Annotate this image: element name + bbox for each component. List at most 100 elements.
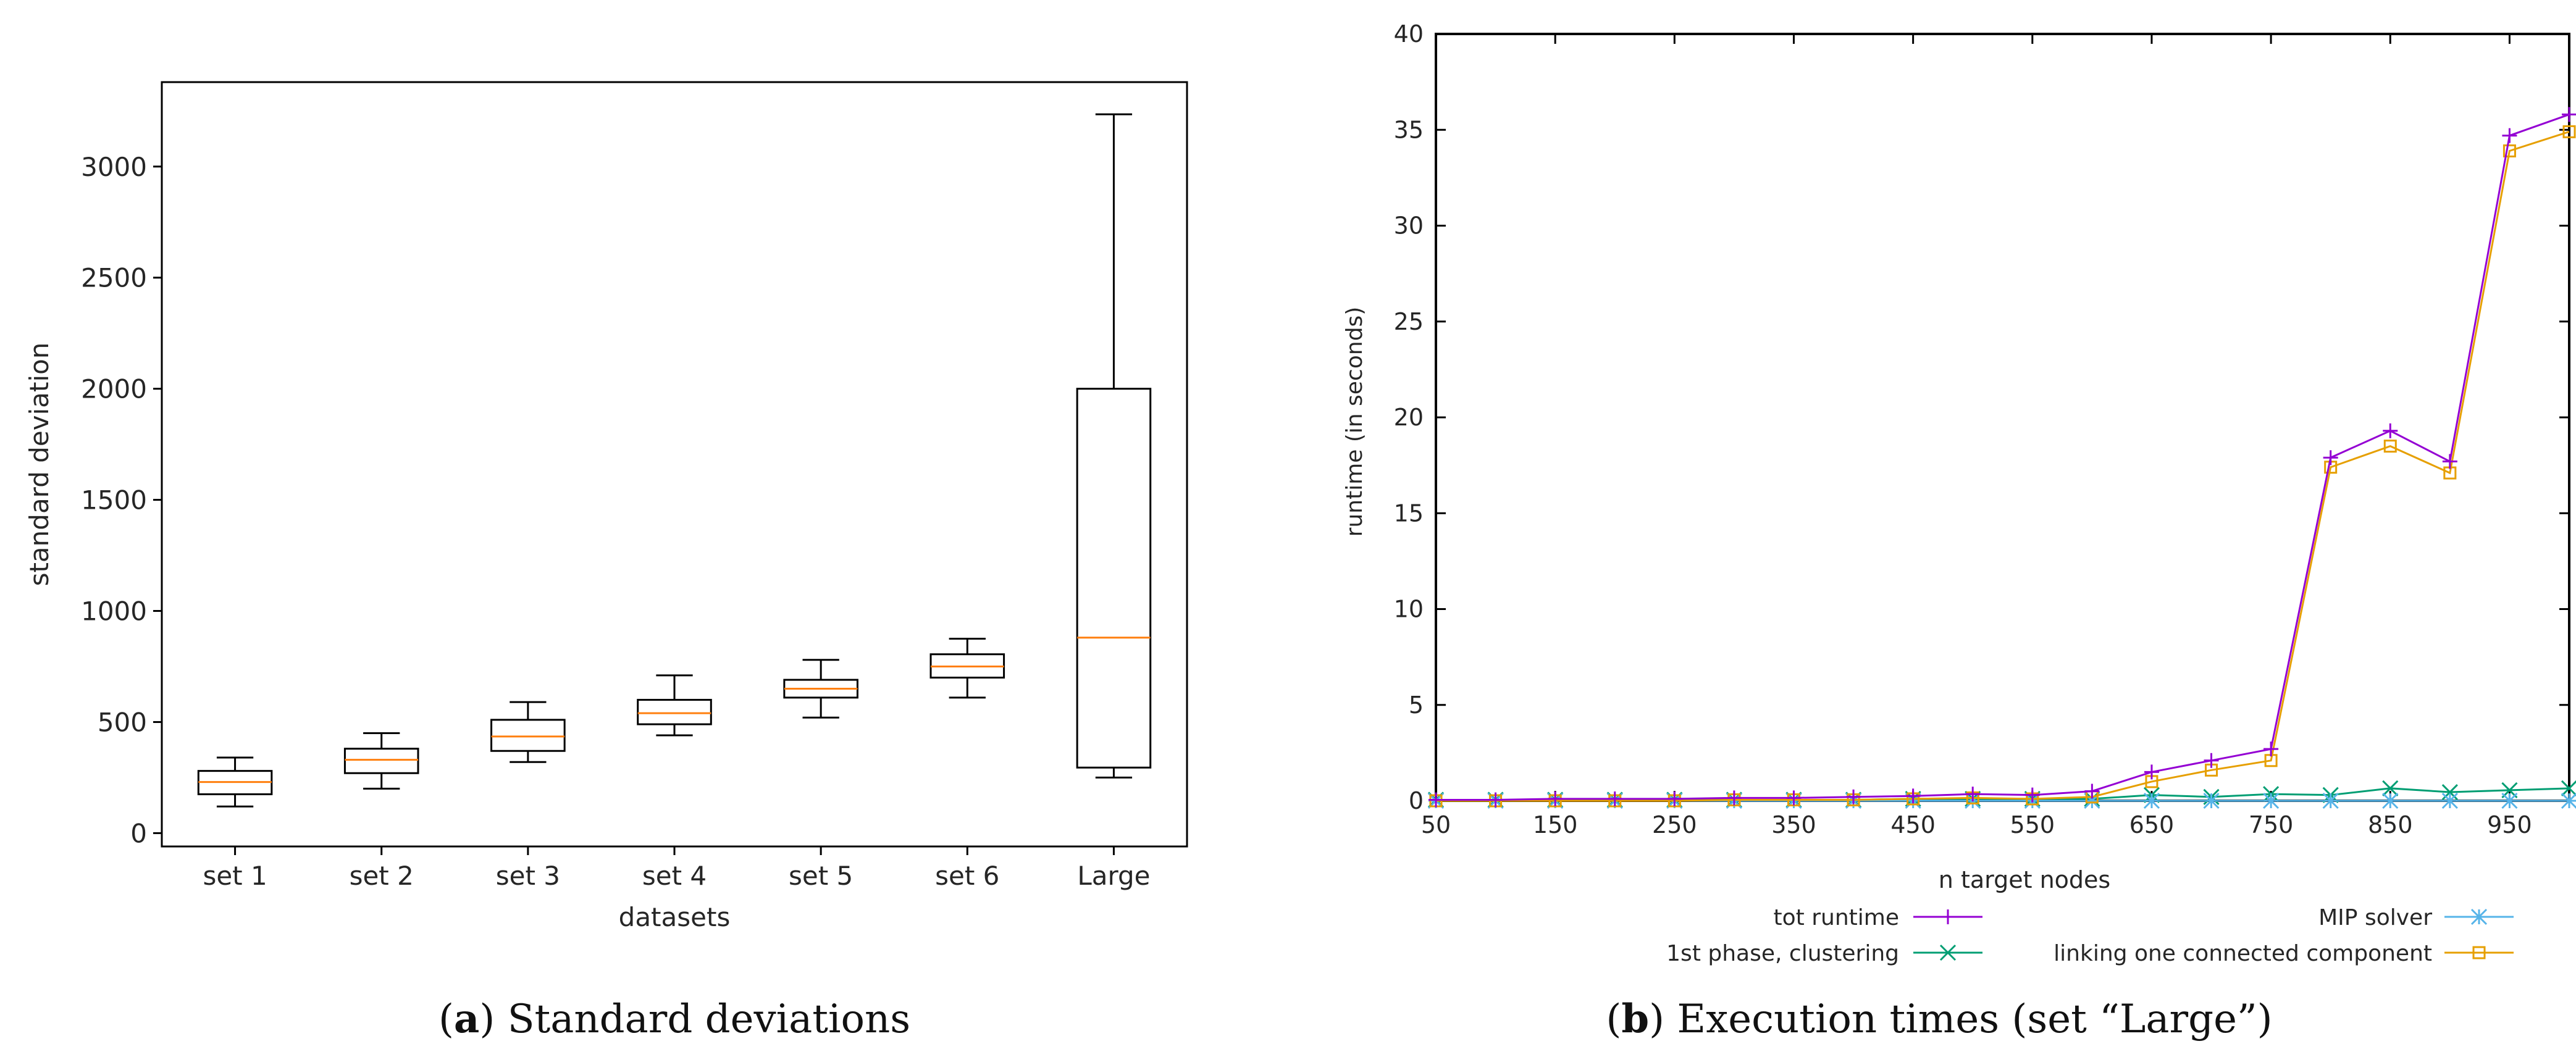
- interquartile-box: [637, 698, 712, 725]
- data-point: [2263, 742, 2279, 757]
- panel-a-caption: (a) Standard deviations: [438, 996, 910, 1042]
- y-tick-label: 30: [1394, 212, 1424, 240]
- x-tick-label: 450: [1890, 811, 1936, 838]
- data-point: [2472, 946, 2486, 959]
- box-set-4: [637, 674, 712, 737]
- x-tick-label: 850: [2368, 811, 2413, 838]
- panel-b-legend: tot runtime MIP solver 1st phase, clusteri…: [1666, 905, 2514, 966]
- y-tick-label: 5: [1409, 691, 1424, 719]
- panel-b-x-axis-label: n target nodes: [1939, 866, 2110, 893]
- data-point: [2203, 792, 2220, 809]
- data-point: [1965, 787, 1981, 802]
- panel-b-x-axis-ticks: 50 150 250 350 450 550 650 750 850 950: [1421, 34, 2532, 838]
- y-tick-label: 500: [98, 707, 147, 737]
- panel-a-x-axis-label: datasets: [619, 902, 731, 932]
- data-point: [2084, 783, 2100, 799]
- box-set-2: [343, 732, 419, 790]
- panel-b-execution-times: 0 5 10 15 20 25 30 35 40 50 150 250 350 450 550 650 750…: [1342, 20, 2576, 1042]
- data-point: [2562, 125, 2576, 138]
- data-point: [1667, 791, 1682, 806]
- panel-a-label: a: [454, 996, 479, 1042]
- data-point: [2562, 107, 2576, 122]
- y-tick-label: 15: [1394, 499, 1424, 527]
- box-set-1: [197, 756, 273, 808]
- data-point: [1905, 788, 1921, 804]
- x-tick-label: 950: [2487, 811, 2532, 838]
- x-tick-label: set 1: [203, 861, 267, 891]
- data-point: [2503, 144, 2516, 157]
- x-tick-label: 650: [2129, 811, 2175, 838]
- panel-a-caption-text: Standard deviations: [508, 996, 910, 1042]
- legend-entry-1st-phase-clustering: 1st phase, clustering: [1666, 941, 1982, 966]
- panel-b-caption-text: Execution times (set “Large”): [1677, 996, 2272, 1042]
- box-set-6: [929, 638, 1005, 699]
- data-point: [2144, 764, 2159, 780]
- data-point: [1940, 909, 1955, 924]
- panel-b-y-axis-label: runtime (in seconds): [1342, 307, 1367, 537]
- data-point: [1488, 792, 1503, 808]
- x-tick-label: 750: [2249, 811, 2294, 838]
- x-tick-label: set 6: [935, 861, 999, 891]
- x-tick-label: 550: [2010, 811, 2055, 838]
- x-tick-label: 250: [1652, 811, 1697, 838]
- y-tick-label: 0: [130, 818, 147, 848]
- panel-a-y-axis-label: standard deviation: [24, 343, 54, 587]
- y-tick-label: 2500: [81, 263, 147, 293]
- data-point: [1939, 944, 1957, 961]
- legend-entry-mip-solver: MIP solver: [2318, 905, 2514, 930]
- panel-b-plot-frame: [1435, 33, 2570, 802]
- data-point: [2263, 792, 2280, 809]
- panel-a-y-axis-ticks: 0 500 1000 1500 2000 2500 3000: [81, 152, 162, 848]
- x-tick-label: 350: [1771, 811, 1816, 838]
- data-point: [1786, 790, 1802, 806]
- box-set-5: [783, 659, 858, 719]
- data-point: [1607, 791, 1622, 806]
- y-tick-label: 1000: [81, 596, 147, 627]
- data-point: [2084, 792, 2100, 809]
- panel-b-y-axis-ticks: 0 5 10 15 20 25 30 35 40: [1394, 20, 2569, 814]
- interquartile-box: [1076, 388, 1152, 769]
- data-point: [2502, 128, 2517, 143]
- data-point: [2382, 792, 2399, 809]
- y-tick-label: 3000: [81, 152, 147, 182]
- data-point: [2501, 792, 2518, 809]
- y-tick-label: 1500: [81, 485, 147, 516]
- data-point: [2561, 792, 2576, 809]
- data-point: [2322, 792, 2339, 809]
- x-tick-label: set 3: [496, 861, 560, 891]
- panel-b-series: [1427, 107, 2576, 809]
- x-tick-label: set 2: [350, 861, 414, 891]
- panel-b-label: b: [1621, 996, 1649, 1042]
- y-tick-label: 20: [1394, 404, 1424, 431]
- box-set-3: [490, 701, 566, 763]
- data-point: [2204, 753, 2219, 768]
- legend-label: 1st phase, clustering: [1666, 941, 1899, 966]
- data-point: [2143, 792, 2160, 809]
- series-line: [1436, 113, 2570, 801]
- series-line: [1436, 130, 2570, 802]
- y-tick-label: 25: [1394, 308, 1424, 335]
- series-linking-one-connected-component: [1429, 125, 2576, 808]
- y-tick-label: 10: [1394, 596, 1424, 623]
- data-point: [1548, 791, 1563, 806]
- y-tick-label: 35: [1394, 116, 1424, 143]
- legend-entry-tot-runtime: tot runtime: [1774, 905, 1982, 930]
- y-tick-label: 40: [1394, 20, 1424, 48]
- panel-a-boxes: [197, 113, 1152, 808]
- y-tick-label: 0: [1409, 787, 1424, 814]
- panel-b-caption: (b) Execution times (set “Large”): [1606, 996, 2272, 1042]
- interquartile-box: [490, 719, 566, 752]
- data-point: [2382, 780, 2399, 796]
- data-point: [1726, 790, 1742, 806]
- data-point: [2441, 792, 2458, 809]
- y-tick-label: 2000: [81, 374, 147, 404]
- interquartile-box: [343, 748, 419, 774]
- x-tick-label: 150: [1533, 811, 1578, 838]
- legend-label: tot runtime: [1774, 905, 1899, 930]
- panel-a-x-axis-ticks: set 1 set 2 set 3 set 4 set 5 set 6 Large: [203, 846, 1151, 891]
- data-point: [2323, 450, 2338, 466]
- box-large: [1076, 113, 1152, 779]
- data-point: [2024, 787, 2040, 803]
- legend-entry-linking-one-connected-component: linking one connected component: [2054, 941, 2514, 966]
